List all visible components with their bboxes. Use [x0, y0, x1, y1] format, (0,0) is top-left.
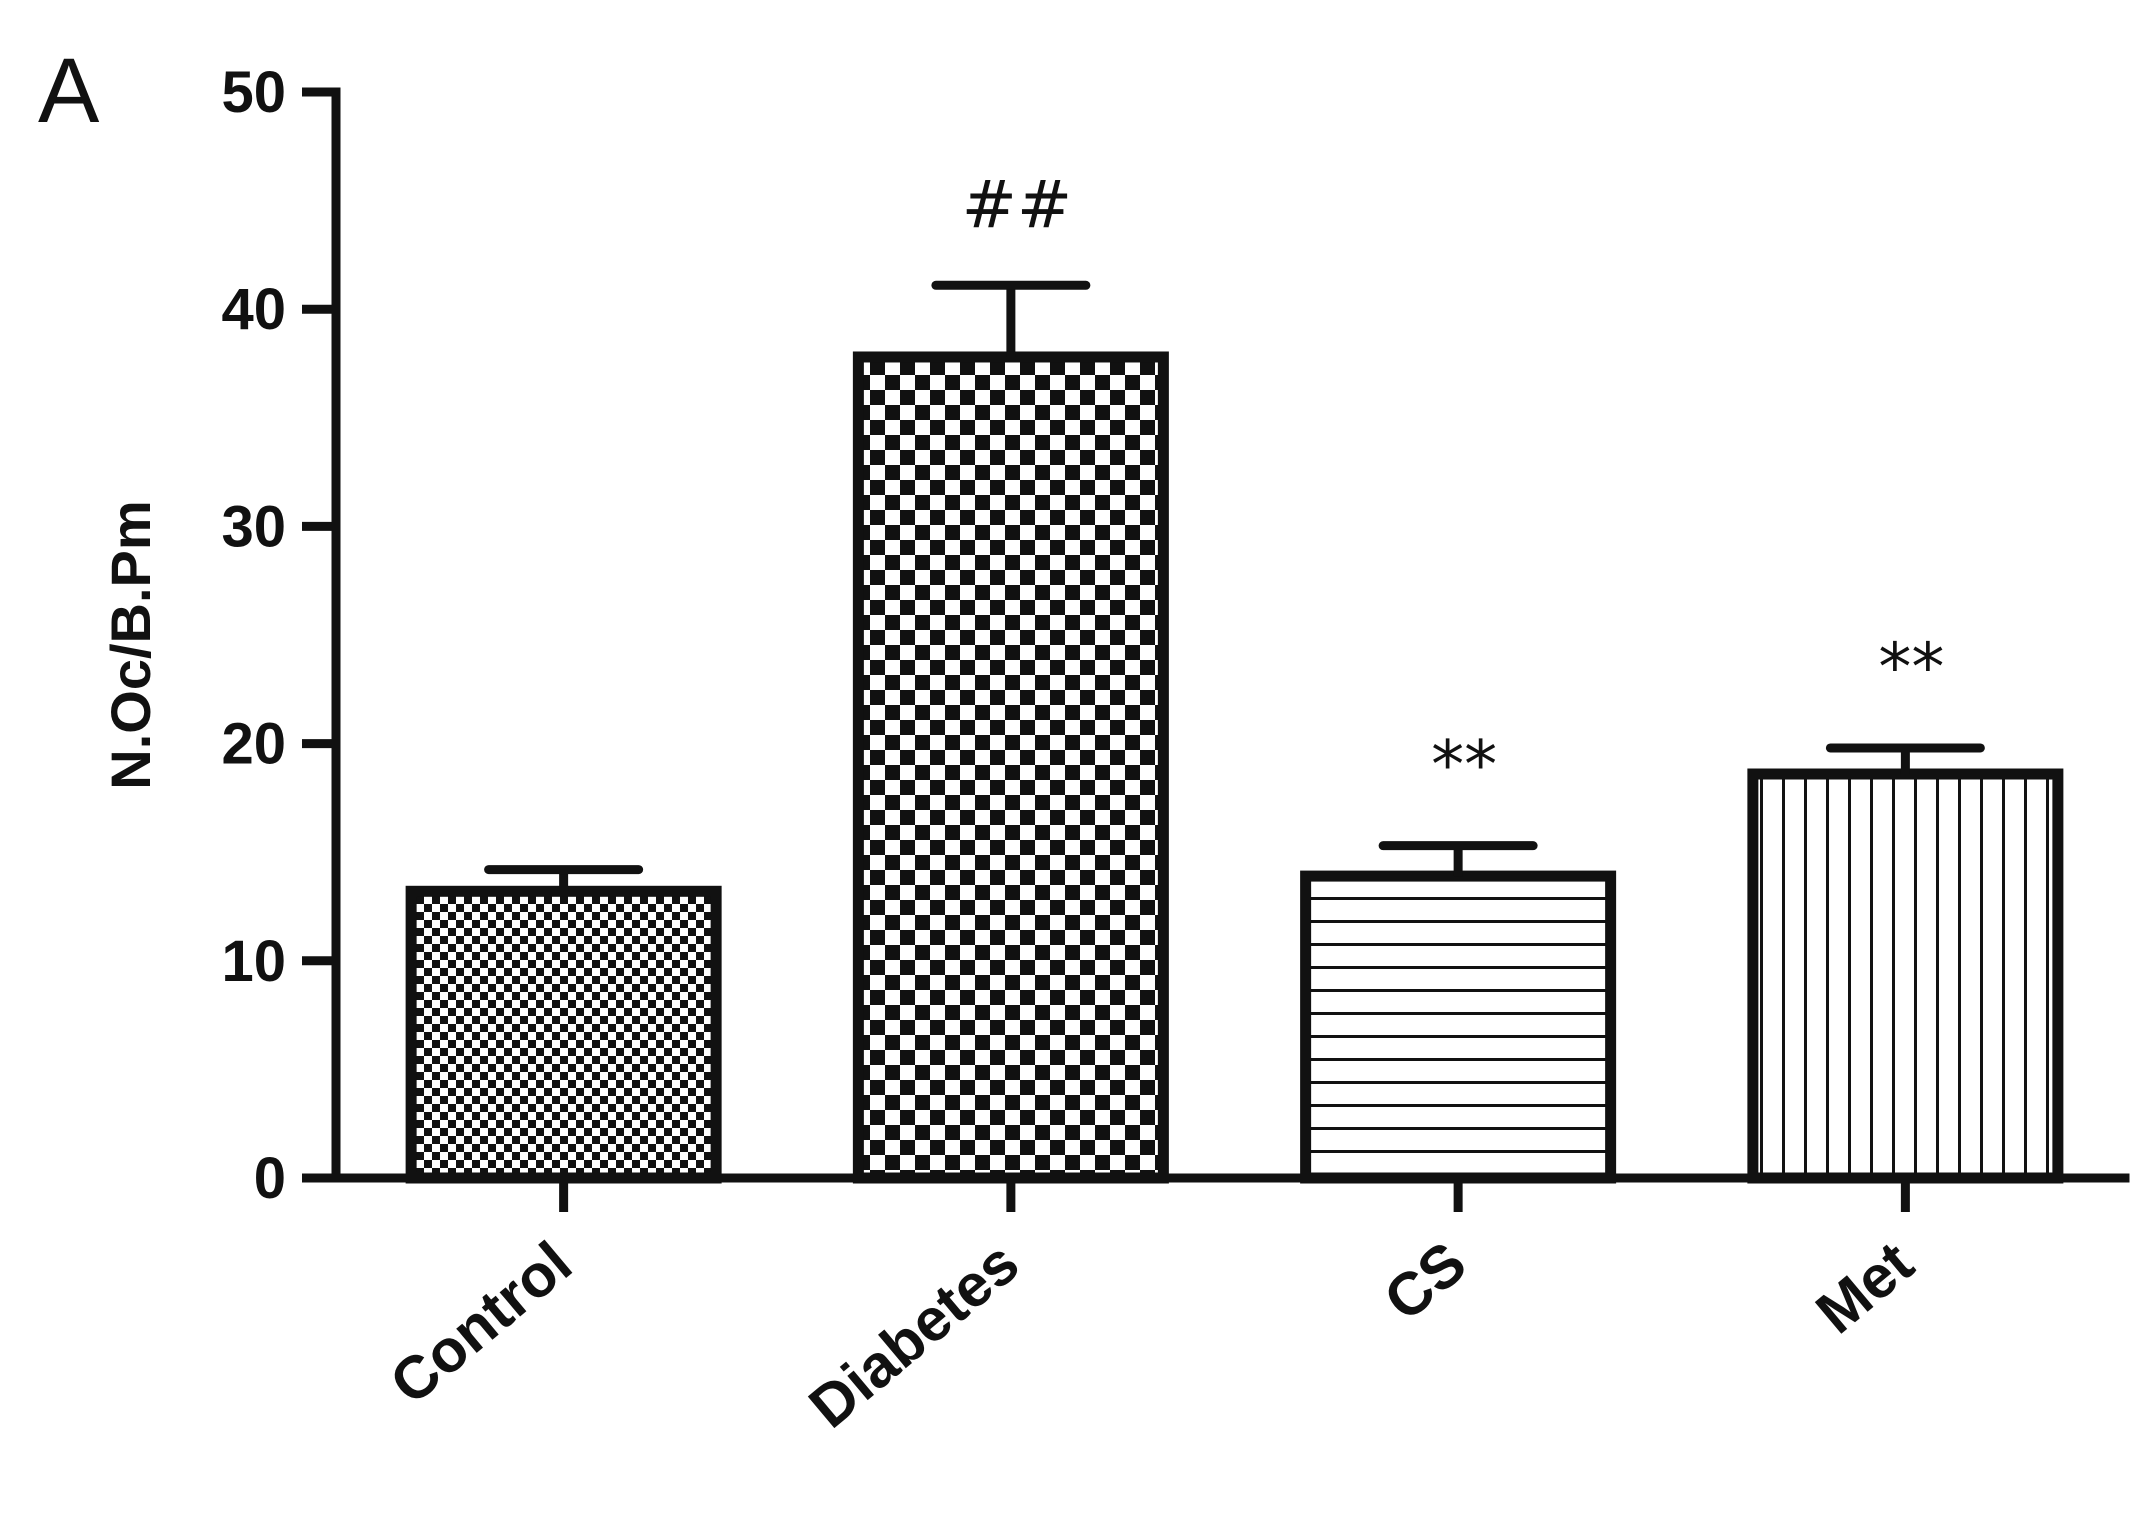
- bar-control: [405, 885, 722, 1184]
- x-category-label: Met: [1803, 1229, 1925, 1347]
- y-ticks-layer: 0 10 20 30 40 50: [221, 60, 336, 1211]
- y-tick-label: 0: [254, 1146, 286, 1211]
- panel-label: A: [38, 40, 100, 142]
- bar-diabetes: [852, 351, 1169, 1184]
- significance-annotation: **: [1431, 727, 1497, 804]
- x-category-label: Control: [378, 1229, 584, 1417]
- error-bars-layer: [484, 280, 1985, 892]
- significance-annotation: **: [1878, 629, 1944, 706]
- y-tick-label: 50: [221, 60, 286, 125]
- y-tick-label: 40: [221, 277, 286, 342]
- x-category-label: CS: [1372, 1229, 1479, 1334]
- y-tick-label: 20: [221, 712, 286, 777]
- bars-layer: [405, 351, 2064, 1184]
- y-tick-label: 30: [221, 494, 286, 559]
- x-ticks-layer: Control Diabetes CS Met: [378, 1178, 1926, 1441]
- bar-met: [1747, 768, 2064, 1184]
- y-tick-label: 10: [221, 929, 286, 994]
- x-category-label: Diabetes: [797, 1229, 1032, 1441]
- y-axis-title: N.Oc/B.Pm: [99, 500, 162, 789]
- significance-annotation: ##: [962, 166, 1073, 243]
- bar-cs: [1300, 870, 1617, 1184]
- annotations-layer: ## ** **: [962, 166, 1945, 803]
